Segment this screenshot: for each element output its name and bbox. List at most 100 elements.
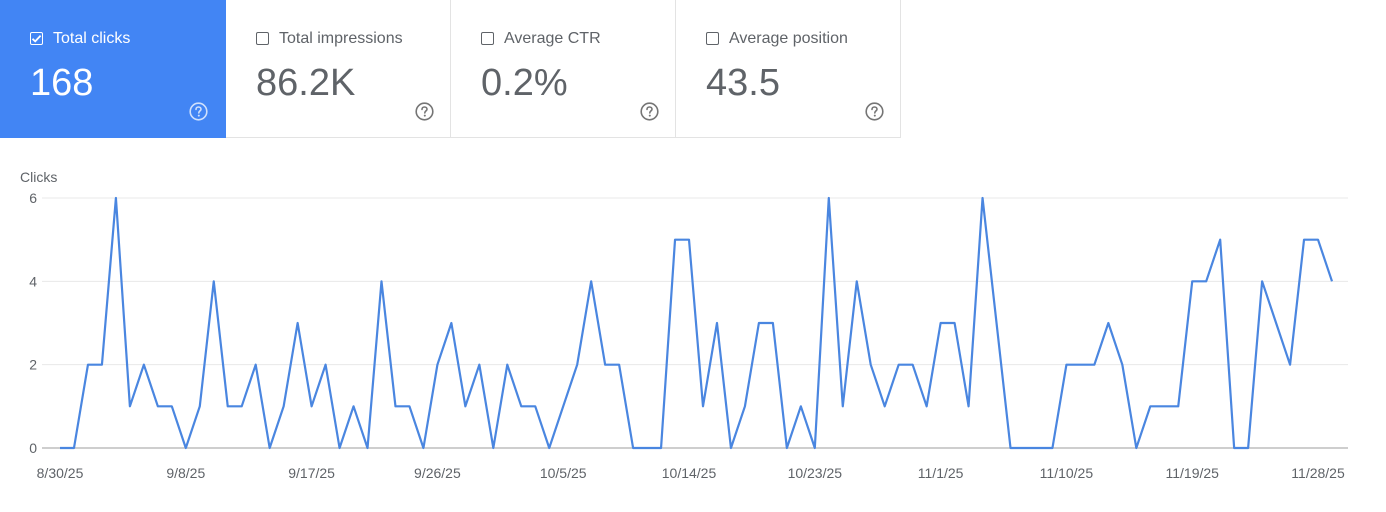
data-point	[295, 321, 300, 326]
help-icon[interactable]	[865, 102, 884, 121]
data-point	[267, 446, 272, 451]
checkbox-average-ctr[interactable]	[481, 32, 494, 45]
data-point	[1260, 279, 1265, 284]
data-point	[281, 404, 286, 409]
x-tick-label: 10/23/25	[788, 465, 843, 481]
data-point	[253, 362, 258, 367]
data-point	[1134, 446, 1139, 451]
data-point	[155, 404, 160, 409]
metric-label: Average position	[729, 30, 848, 47]
data-point	[617, 362, 622, 367]
metric-label: Average CTR	[504, 30, 601, 47]
data-point	[1050, 446, 1055, 451]
data-point	[71, 446, 76, 451]
data-point	[994, 321, 999, 326]
data-point	[463, 404, 468, 409]
data-point	[1316, 237, 1321, 242]
help-icon[interactable]	[640, 102, 659, 121]
data-point	[1036, 446, 1041, 451]
data-point	[575, 362, 580, 367]
data-point	[673, 237, 678, 242]
data-point	[952, 321, 957, 326]
data-point	[309, 404, 314, 409]
data-point	[491, 446, 496, 451]
x-tick-label: 10/14/25	[662, 465, 717, 481]
data-point	[910, 362, 915, 367]
checkbox-total-impressions[interactable]	[256, 32, 269, 45]
metric-card-average-position[interactable]: Average position 43.5	[676, 0, 901, 138]
data-point	[631, 446, 636, 451]
checkbox-total-clicks[interactable]	[30, 32, 43, 45]
metric-card-average-ctr[interactable]: Average CTR 0.2%	[451, 0, 676, 138]
data-point	[1092, 362, 1097, 367]
data-point	[365, 446, 370, 451]
metric-value: 86.2K	[256, 62, 356, 104]
x-tick-label: 11/10/25	[1040, 465, 1094, 481]
data-point	[784, 446, 789, 451]
data-point	[1218, 237, 1223, 242]
data-point	[1106, 321, 1111, 326]
data-point	[812, 446, 817, 451]
data-point	[938, 321, 943, 326]
data-point	[99, 362, 104, 367]
data-point	[896, 362, 901, 367]
data-point	[561, 404, 566, 409]
metric-card-total-clicks[interactable]: Total clicks 168	[0, 0, 226, 138]
data-point	[687, 237, 692, 242]
metric-value: 43.5	[706, 62, 780, 104]
data-point	[169, 404, 174, 409]
data-point	[323, 362, 328, 367]
help-icon[interactable]	[415, 102, 434, 121]
data-point	[477, 362, 482, 367]
data-point	[882, 404, 887, 409]
data-point	[924, 404, 929, 409]
x-tick-label: 11/1/25	[918, 465, 964, 481]
y-tick-label: 4	[29, 273, 37, 289]
data-point	[505, 362, 510, 367]
data-point	[449, 321, 454, 326]
y-tick-label: 0	[29, 440, 37, 456]
data-point	[1288, 362, 1293, 367]
data-point	[1232, 446, 1237, 451]
data-point	[840, 404, 845, 409]
data-point	[1204, 279, 1209, 284]
metric-label: Total impressions	[279, 30, 403, 47]
metric-cards: Total clicks 168 Total impressions 86.2K Ave…	[0, 0, 901, 138]
data-point	[700, 404, 705, 409]
data-point	[85, 362, 90, 367]
x-tick-label: 9/17/25	[288, 465, 335, 481]
data-point	[379, 279, 384, 284]
data-point	[435, 362, 440, 367]
metric-value: 168	[30, 62, 94, 104]
data-point	[421, 446, 426, 451]
data-point	[1274, 321, 1279, 326]
data-point	[337, 446, 342, 451]
data-point	[589, 279, 594, 284]
data-point	[756, 321, 761, 326]
checkbox-average-position[interactable]	[706, 32, 719, 45]
help-icon[interactable]	[189, 102, 208, 121]
data-point	[407, 404, 412, 409]
x-tick-label: 11/19/25	[1165, 465, 1219, 481]
clicks-chart: Clicks 0 2 4 6 8/30/25 9/8/25 9/17/25 9/26/25 10/…	[20, 169, 1348, 481]
data-point	[1148, 404, 1153, 409]
data-point	[519, 404, 524, 409]
y-axis-title: Clicks	[20, 169, 57, 185]
data-point	[742, 404, 747, 409]
data-point	[547, 446, 552, 451]
x-tick-label: 9/8/25	[166, 465, 205, 481]
y-tick-label: 2	[29, 357, 37, 373]
data-point	[533, 404, 538, 409]
metric-label: Total clicks	[53, 30, 131, 47]
data-point	[770, 321, 775, 326]
data-point	[1162, 404, 1167, 409]
data-point	[980, 196, 985, 201]
metric-card-total-impressions[interactable]: Total impressions 86.2K	[226, 0, 451, 138]
data-point	[1120, 362, 1125, 367]
data-point	[1022, 446, 1027, 451]
data-point	[1008, 446, 1013, 451]
data-point	[854, 279, 859, 284]
data-point	[714, 321, 719, 326]
data-point	[351, 404, 356, 409]
data-point	[826, 196, 831, 201]
